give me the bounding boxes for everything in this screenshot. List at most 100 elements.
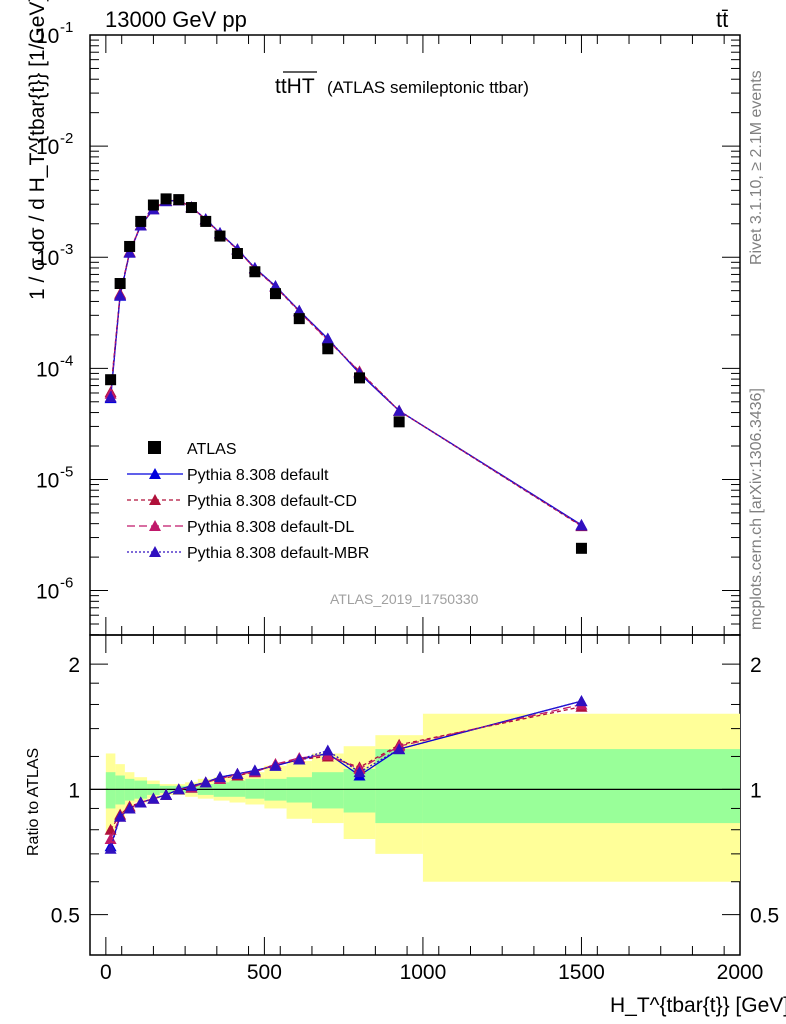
ratio-series-marker bbox=[147, 792, 160, 804]
main-series-marker bbox=[575, 519, 588, 531]
ratio-series-marker bbox=[321, 744, 334, 756]
ratio-series-marker bbox=[172, 783, 185, 795]
x-tick-label: 1000 bbox=[400, 961, 447, 984]
ratio-series-marker bbox=[575, 695, 588, 707]
y-tick-label: 10 bbox=[36, 469, 59, 492]
ratio-y-tick-label: 0.5 bbox=[51, 905, 80, 928]
main-series-marker bbox=[293, 304, 306, 316]
atlas-data-point bbox=[354, 372, 366, 384]
atlas-data-point bbox=[293, 313, 305, 325]
y-tick-label: 10 bbox=[36, 136, 59, 159]
ratio-series-line bbox=[110, 706, 582, 831]
analysis-watermark: ATLAS_2019_I1750330 bbox=[330, 591, 479, 607]
ratio-series-marker bbox=[199, 776, 212, 788]
atlas-data-point bbox=[231, 248, 243, 260]
ratio-series-marker bbox=[104, 842, 117, 854]
x-tick-label: 1500 bbox=[558, 961, 605, 984]
ratio-y-tick-label: 1 bbox=[68, 779, 80, 802]
ratio-series-marker bbox=[160, 788, 173, 800]
mcplots-label: mcplots.cern.ch [arXiv:1306.3436] bbox=[748, 388, 765, 630]
atlas-data-point bbox=[105, 374, 117, 386]
legend-marker-atlas bbox=[148, 441, 161, 454]
ratio-series-marker bbox=[231, 767, 244, 779]
y-tick-label: 10 bbox=[36, 25, 59, 48]
ratio-series-marker bbox=[123, 802, 136, 814]
y-tick-exponent: -5 bbox=[60, 463, 73, 480]
y-tick-exponent: -6 bbox=[60, 575, 73, 592]
legend-label: ATLAS bbox=[187, 441, 237, 458]
ratio-band-inner bbox=[105, 772, 116, 809]
legend-marker bbox=[149, 468, 161, 479]
ratio-y-tick-label: 2 bbox=[68, 654, 80, 677]
y-tick-exponent: -4 bbox=[60, 352, 73, 369]
main-series-group bbox=[104, 193, 588, 554]
x-tick-label: 0 bbox=[100, 961, 112, 984]
y-tick-exponent: -3 bbox=[60, 241, 73, 258]
x-axis-label: H_T^{tbar{t}} [GeV] bbox=[610, 994, 786, 1017]
ratio-band-inner bbox=[229, 780, 246, 797]
ratio-band-inner bbox=[245, 778, 265, 799]
legend-label: Pythia 8.308 default-MBR bbox=[187, 545, 369, 562]
atlas-data-point bbox=[249, 266, 261, 278]
atlas-data-point bbox=[114, 278, 126, 290]
atlas-data-point bbox=[185, 202, 197, 214]
y-axis-label-ratio: Ratio to ATLAS bbox=[25, 748, 42, 856]
ratio-series-marker bbox=[393, 743, 406, 755]
atlas-data-point bbox=[575, 542, 587, 554]
y-tick-exponent: -2 bbox=[60, 130, 73, 147]
legend-marker bbox=[149, 546, 161, 557]
y-axis-label-main: 1 / σ dσ / d H_T^{tbar{t}} [1/GeV] bbox=[26, 0, 49, 300]
legend-label: Pythia 8.308 default-CD bbox=[187, 493, 357, 510]
main-series-marker bbox=[321, 332, 334, 344]
ratio-series-marker bbox=[248, 764, 261, 776]
ratio-series-marker bbox=[104, 833, 117, 845]
ratio-series-marker bbox=[185, 779, 198, 791]
plot-subtitle: (ATLAS semileptonic ttbar) bbox=[327, 78, 529, 97]
ratio-series-marker bbox=[353, 766, 366, 778]
main-series-line bbox=[109, 199, 582, 527]
main-series-marker bbox=[114, 289, 127, 301]
x-tick-label: 2000 bbox=[717, 961, 764, 984]
legend: ATLAS Pythia 8.308 default Pythia 8.308 de… bbox=[127, 441, 369, 562]
main-series-marker bbox=[104, 391, 117, 403]
plot-title: ttHT bbox=[275, 75, 315, 98]
atlas-data-point bbox=[173, 194, 185, 206]
atlas-data-point bbox=[200, 215, 212, 227]
y-tick-label: 10 bbox=[36, 247, 59, 270]
ratio-series-marker bbox=[269, 759, 282, 771]
x-tick-label: 500 bbox=[247, 961, 282, 984]
main-series-line bbox=[109, 199, 582, 527]
atlas-data-point bbox=[393, 416, 405, 428]
ratio-y-tick-label-right: 0.5 bbox=[750, 905, 779, 928]
y-tick-label: 10 bbox=[36, 581, 59, 604]
main-series-marker bbox=[393, 404, 406, 416]
rivet-label: Rivet 3.1.10, ≥ 2.1M events bbox=[748, 70, 765, 265]
atlas-data-point bbox=[269, 288, 281, 300]
header-left: 13000 GeV pp bbox=[105, 7, 247, 32]
ratio-band-inner bbox=[375, 749, 423, 824]
legend-marker bbox=[149, 494, 161, 505]
ratio-y-tick-label-right: 2 bbox=[750, 654, 762, 677]
atlas-data-point bbox=[160, 193, 172, 205]
atlas-data-point bbox=[214, 230, 226, 242]
main-series-line bbox=[109, 199, 582, 527]
atlas-data-point bbox=[147, 199, 159, 211]
y-tick-exponent: -1 bbox=[60, 19, 73, 36]
atlas-data-point bbox=[124, 240, 136, 252]
legend-label: Pythia 8.308 default bbox=[187, 467, 329, 484]
atlas-data-point bbox=[322, 343, 334, 355]
ratio-band-inner bbox=[422, 749, 740, 824]
ratio-band-inner bbox=[311, 772, 344, 809]
ratio-bands bbox=[105, 713, 740, 882]
header-right: tt̄ bbox=[716, 7, 728, 32]
ratio-series-marker bbox=[114, 810, 127, 822]
legend-label: Pythia 8.308 default-DL bbox=[187, 519, 354, 536]
ratio-series-group bbox=[104, 695, 588, 854]
y-tick-label: 10 bbox=[36, 358, 59, 381]
main-series-line bbox=[109, 199, 582, 526]
ratio-series-line bbox=[110, 703, 582, 840]
ratio-y-tick-label-right: 1 bbox=[750, 779, 762, 802]
axis-ticks: 0 500 1000 1500 200010-110-210-310-410-510-6… bbox=[36, 19, 779, 984]
